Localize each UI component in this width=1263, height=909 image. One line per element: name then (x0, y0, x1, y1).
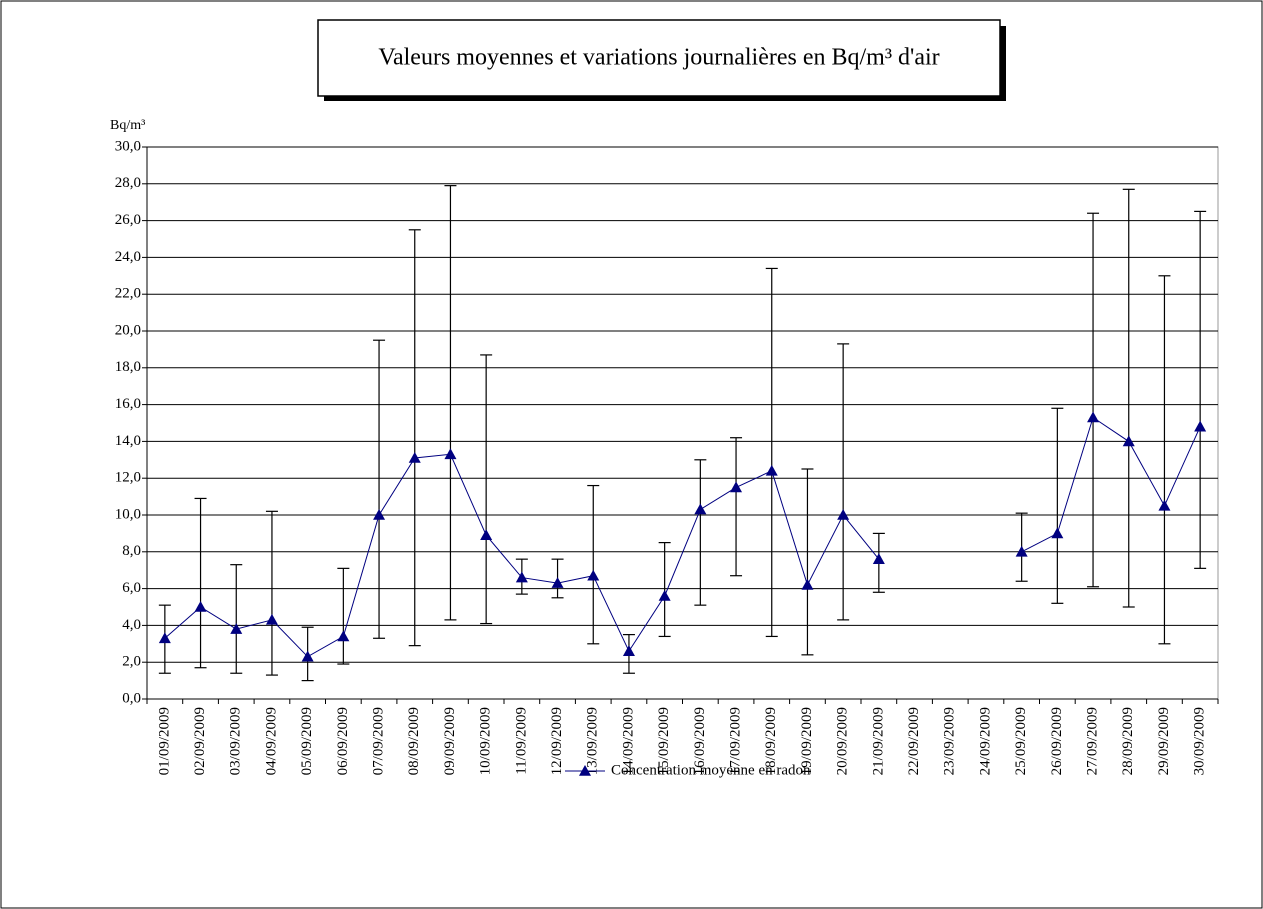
x-tick-label: 20/09/2009 (835, 707, 851, 775)
data-point (301, 650, 314, 662)
data-point (265, 613, 278, 625)
data-point (551, 577, 564, 588)
y-tick-label: 24,0 (115, 249, 141, 265)
data-point (587, 569, 600, 581)
data-point (515, 571, 528, 583)
data-point (444, 448, 457, 460)
x-tick-label: 08/09/2009 (406, 707, 422, 775)
x-tick-label: 14/09/2009 (620, 707, 636, 775)
data-point (622, 645, 635, 656)
y-tick-label: 30,0 (115, 138, 141, 154)
data-point (1087, 411, 1100, 423)
x-tick-label: 25/09/2009 (1013, 707, 1029, 775)
x-tick-label: 28/09/2009 (1120, 707, 1136, 775)
x-tick-label: 09/09/2009 (442, 707, 458, 775)
x-tick-label: 27/09/2009 (1084, 707, 1100, 775)
data-point (408, 451, 421, 463)
legend-marker (579, 765, 591, 776)
y-tick-label: 26,0 (115, 212, 141, 228)
data-point (480, 529, 493, 541)
x-tick-label: 17/09/2009 (727, 707, 743, 775)
y-tick-label: 16,0 (115, 396, 141, 412)
x-tick-label: 26/09/2009 (1049, 707, 1065, 775)
y-tick-label: 14,0 (115, 433, 141, 449)
x-tick-label: 13/09/2009 (585, 707, 601, 775)
y-tick-label: 18,0 (115, 359, 141, 375)
y-tick-label: 0,0 (122, 690, 141, 706)
x-tick-label: 24/09/2009 (977, 707, 993, 775)
data-point (158, 632, 171, 644)
title-box (317, 19, 1001, 97)
x-tick-label: 18/09/2009 (763, 707, 779, 775)
data-point (658, 589, 671, 601)
data-point (872, 553, 885, 564)
x-tick-label: 03/09/2009 (228, 707, 244, 775)
data-point (694, 503, 707, 515)
y-tick-label: 20,0 (115, 322, 141, 338)
data-point (1194, 420, 1207, 432)
y-tick-label: 2,0 (122, 654, 141, 670)
data-point (1015, 545, 1028, 557)
x-tick-label: 05/09/2009 (299, 707, 315, 775)
legend-label: Concentration moyenne en radon (611, 762, 811, 778)
x-tick-label: 07/09/2009 (370, 707, 386, 775)
data-point (730, 481, 743, 493)
x-tick-label: 22/09/2009 (906, 707, 922, 775)
x-tick-label: 23/09/2009 (942, 707, 958, 775)
y-tick-label: 8,0 (122, 543, 141, 559)
y-axis-label: Bq/m³ (110, 118, 145, 133)
data-point (1051, 527, 1064, 539)
data-point (230, 623, 243, 634)
y-tick-label: 6,0 (122, 580, 141, 596)
data-point (373, 509, 386, 520)
chart-title: Valeurs moyennes et variations journaliè… (378, 45, 939, 71)
x-tick-label: 30/09/2009 (1192, 707, 1208, 775)
data-point (765, 464, 778, 476)
y-tick-label: 28,0 (115, 175, 141, 191)
x-tick-label: 06/09/2009 (335, 707, 351, 775)
x-tick-label: 16/09/2009 (692, 707, 708, 775)
data-point (337, 630, 350, 642)
data-point (1122, 435, 1135, 447)
x-tick-label: 10/09/2009 (478, 707, 494, 775)
x-tick-label: 11/09/2009 (513, 707, 529, 775)
data-point (194, 601, 207, 612)
x-tick-label: 29/09/2009 (1156, 707, 1172, 775)
x-tick-label: 04/09/2009 (263, 707, 279, 775)
y-tick-label: 12,0 (115, 470, 141, 486)
x-tick-label: 12/09/2009 (549, 707, 565, 775)
x-tick-label: 21/09/2009 (870, 707, 886, 775)
x-tick-label: 02/09/2009 (192, 707, 208, 775)
data-point (837, 509, 850, 520)
x-tick-label: 01/09/2009 (156, 707, 172, 775)
x-tick-label: 19/09/2009 (799, 707, 815, 775)
x-tick-label: 15/09/2009 (656, 707, 672, 775)
data-point (1158, 499, 1171, 511)
y-tick-label: 4,0 (122, 617, 141, 633)
y-tick-label: 10,0 (115, 506, 141, 522)
data-point (801, 578, 814, 590)
y-tick-label: 22,0 (115, 286, 141, 302)
